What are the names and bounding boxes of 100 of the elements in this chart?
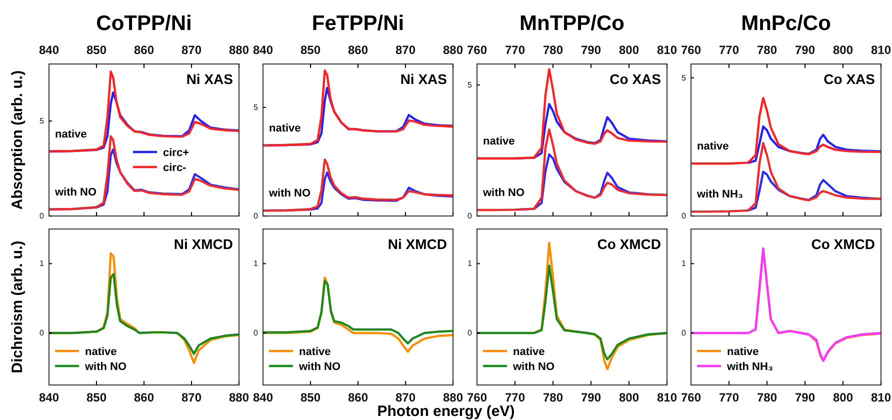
x2-tick-label: 810 [870, 43, 892, 57]
y-axis-title: Absorption (arb. u.) [9, 70, 26, 210]
x2-tick-label: 880 [228, 43, 250, 57]
line-series [477, 264, 667, 360]
y-tick-label: 0 [40, 212, 45, 221]
x2-tick-label: 800 [832, 43, 854, 57]
annotation: with NH₃ [696, 188, 744, 201]
x2-tick-label: 770 [718, 43, 740, 57]
line-series [691, 142, 881, 213]
x2-tick-label: 850 [300, 43, 321, 57]
annotation: with NO [482, 186, 525, 199]
annotation: Co XAS [824, 71, 875, 87]
chart-title: MnPc/Co [741, 12, 831, 35]
legend-label: native [727, 346, 759, 358]
x2-tick-label: 850 [86, 43, 107, 57]
x2-tick-label: 810 [656, 43, 678, 57]
line-series [691, 96, 881, 165]
x2-tick-label: 780 [756, 43, 778, 57]
x-tick-label: 780 [756, 390, 778, 405]
line-series [477, 128, 667, 212]
x-tick-label: 860 [348, 390, 368, 405]
annotation: Co XAS [610, 71, 661, 87]
y-tick-label: 0 [254, 212, 259, 221]
x2-tick-label: 760 [466, 43, 488, 57]
x2-tick-label: 840 [252, 43, 274, 57]
chart-title: FeTPP/Ni [312, 12, 404, 35]
annotation: Co XMCD [811, 236, 875, 252]
y-tick-label: 0 [40, 328, 45, 338]
annotation: native [483, 135, 515, 148]
legend-label: native [85, 346, 117, 358]
x-tick-label: 800 [832, 390, 854, 405]
annotation: Ni XAS [400, 71, 447, 87]
annotation: Co XMCD [597, 236, 661, 252]
legend-label: native [299, 346, 331, 358]
y-tick-label: 0 [682, 328, 687, 338]
x-axis-title: Photon energy (eV) [377, 403, 515, 420]
legend-label: with NO [512, 361, 555, 373]
y-axis-title: Dichroism (arb. u.) [9, 240, 26, 374]
x-tick-label: 870 [181, 390, 202, 405]
x-tick-label: 880 [442, 390, 464, 405]
x-tick-label: 810 [870, 390, 892, 405]
x-tick-label: 780 [542, 390, 564, 405]
x-tick-label: 840 [38, 390, 60, 405]
y-tick-label: 5 [682, 73, 687, 82]
x2-tick-label: 870 [181, 43, 202, 57]
y-tick-label: 0 [468, 328, 473, 338]
x-tick-label: 760 [680, 390, 702, 405]
chart-title: CoTPP/Ni [96, 12, 192, 35]
y-tick-label: 1 [468, 259, 473, 268]
y-tick-label: 5 [40, 116, 45, 126]
line-series [477, 68, 667, 160]
y-tick-label: 5 [254, 102, 259, 112]
y-tick-label: 0 [254, 328, 259, 338]
chart-title: MnTPP/Co [520, 12, 624, 35]
x-tick-label: 800 [618, 390, 640, 405]
line-series [263, 280, 453, 344]
x2-tick-label: 790 [580, 43, 602, 57]
x-tick-label: 810 [656, 390, 678, 405]
legend-label: native [513, 346, 545, 358]
x-tick-label: 770 [504, 390, 526, 405]
y-tick-label: 0 [682, 212, 687, 221]
annotation: Ni XMCD [388, 236, 447, 252]
legend-label: with NO [298, 361, 341, 373]
legend-label: with NO [84, 361, 127, 373]
x2-tick-label: 760 [680, 43, 702, 57]
annotation: native [697, 140, 729, 152]
x2-tick-label: 860 [134, 43, 154, 57]
x2-tick-label: 860 [348, 43, 368, 57]
x2-tick-label: 870 [395, 43, 416, 57]
x2-tick-label: 840 [38, 43, 60, 57]
x-tick-label: 850 [86, 390, 107, 405]
annotation: native [269, 122, 301, 134]
x2-tick-label: 790 [794, 43, 816, 57]
x-tick-label: 770 [718, 390, 740, 405]
x2-tick-label: 880 [442, 43, 464, 57]
annotation: Ni XAS [186, 71, 233, 87]
x-tick-label: 790 [580, 390, 602, 405]
x2-tick-label: 800 [618, 43, 640, 57]
annotation: native [55, 128, 87, 140]
x-tick-label: 850 [300, 390, 321, 405]
legend-label: circ+ [163, 147, 189, 159]
x-tick-label: 790 [794, 390, 816, 405]
annotation: with NO [54, 186, 97, 198]
y-tick-label: 0 [468, 212, 473, 221]
legend-label: circ- [163, 162, 187, 174]
y-tick-label: 1 [40, 259, 45, 268]
x2-tick-label: 770 [504, 43, 526, 57]
line-series [746, 125, 881, 164]
y-tick-label: 5 [468, 80, 473, 90]
line-series [49, 272, 239, 355]
annotation: with NO [268, 188, 311, 200]
x2-tick-label: 780 [542, 43, 564, 57]
legend-label: with NH₃ [726, 361, 774, 373]
x-tick-label: 860 [134, 390, 154, 405]
line-series [263, 158, 453, 212]
y-tick-label: 1 [254, 259, 259, 268]
annotation: Ni XMCD [174, 236, 233, 252]
y-tick-label: 1 [682, 259, 687, 268]
x-tick-label: 840 [252, 390, 274, 405]
x-tick-label: 760 [466, 390, 488, 405]
